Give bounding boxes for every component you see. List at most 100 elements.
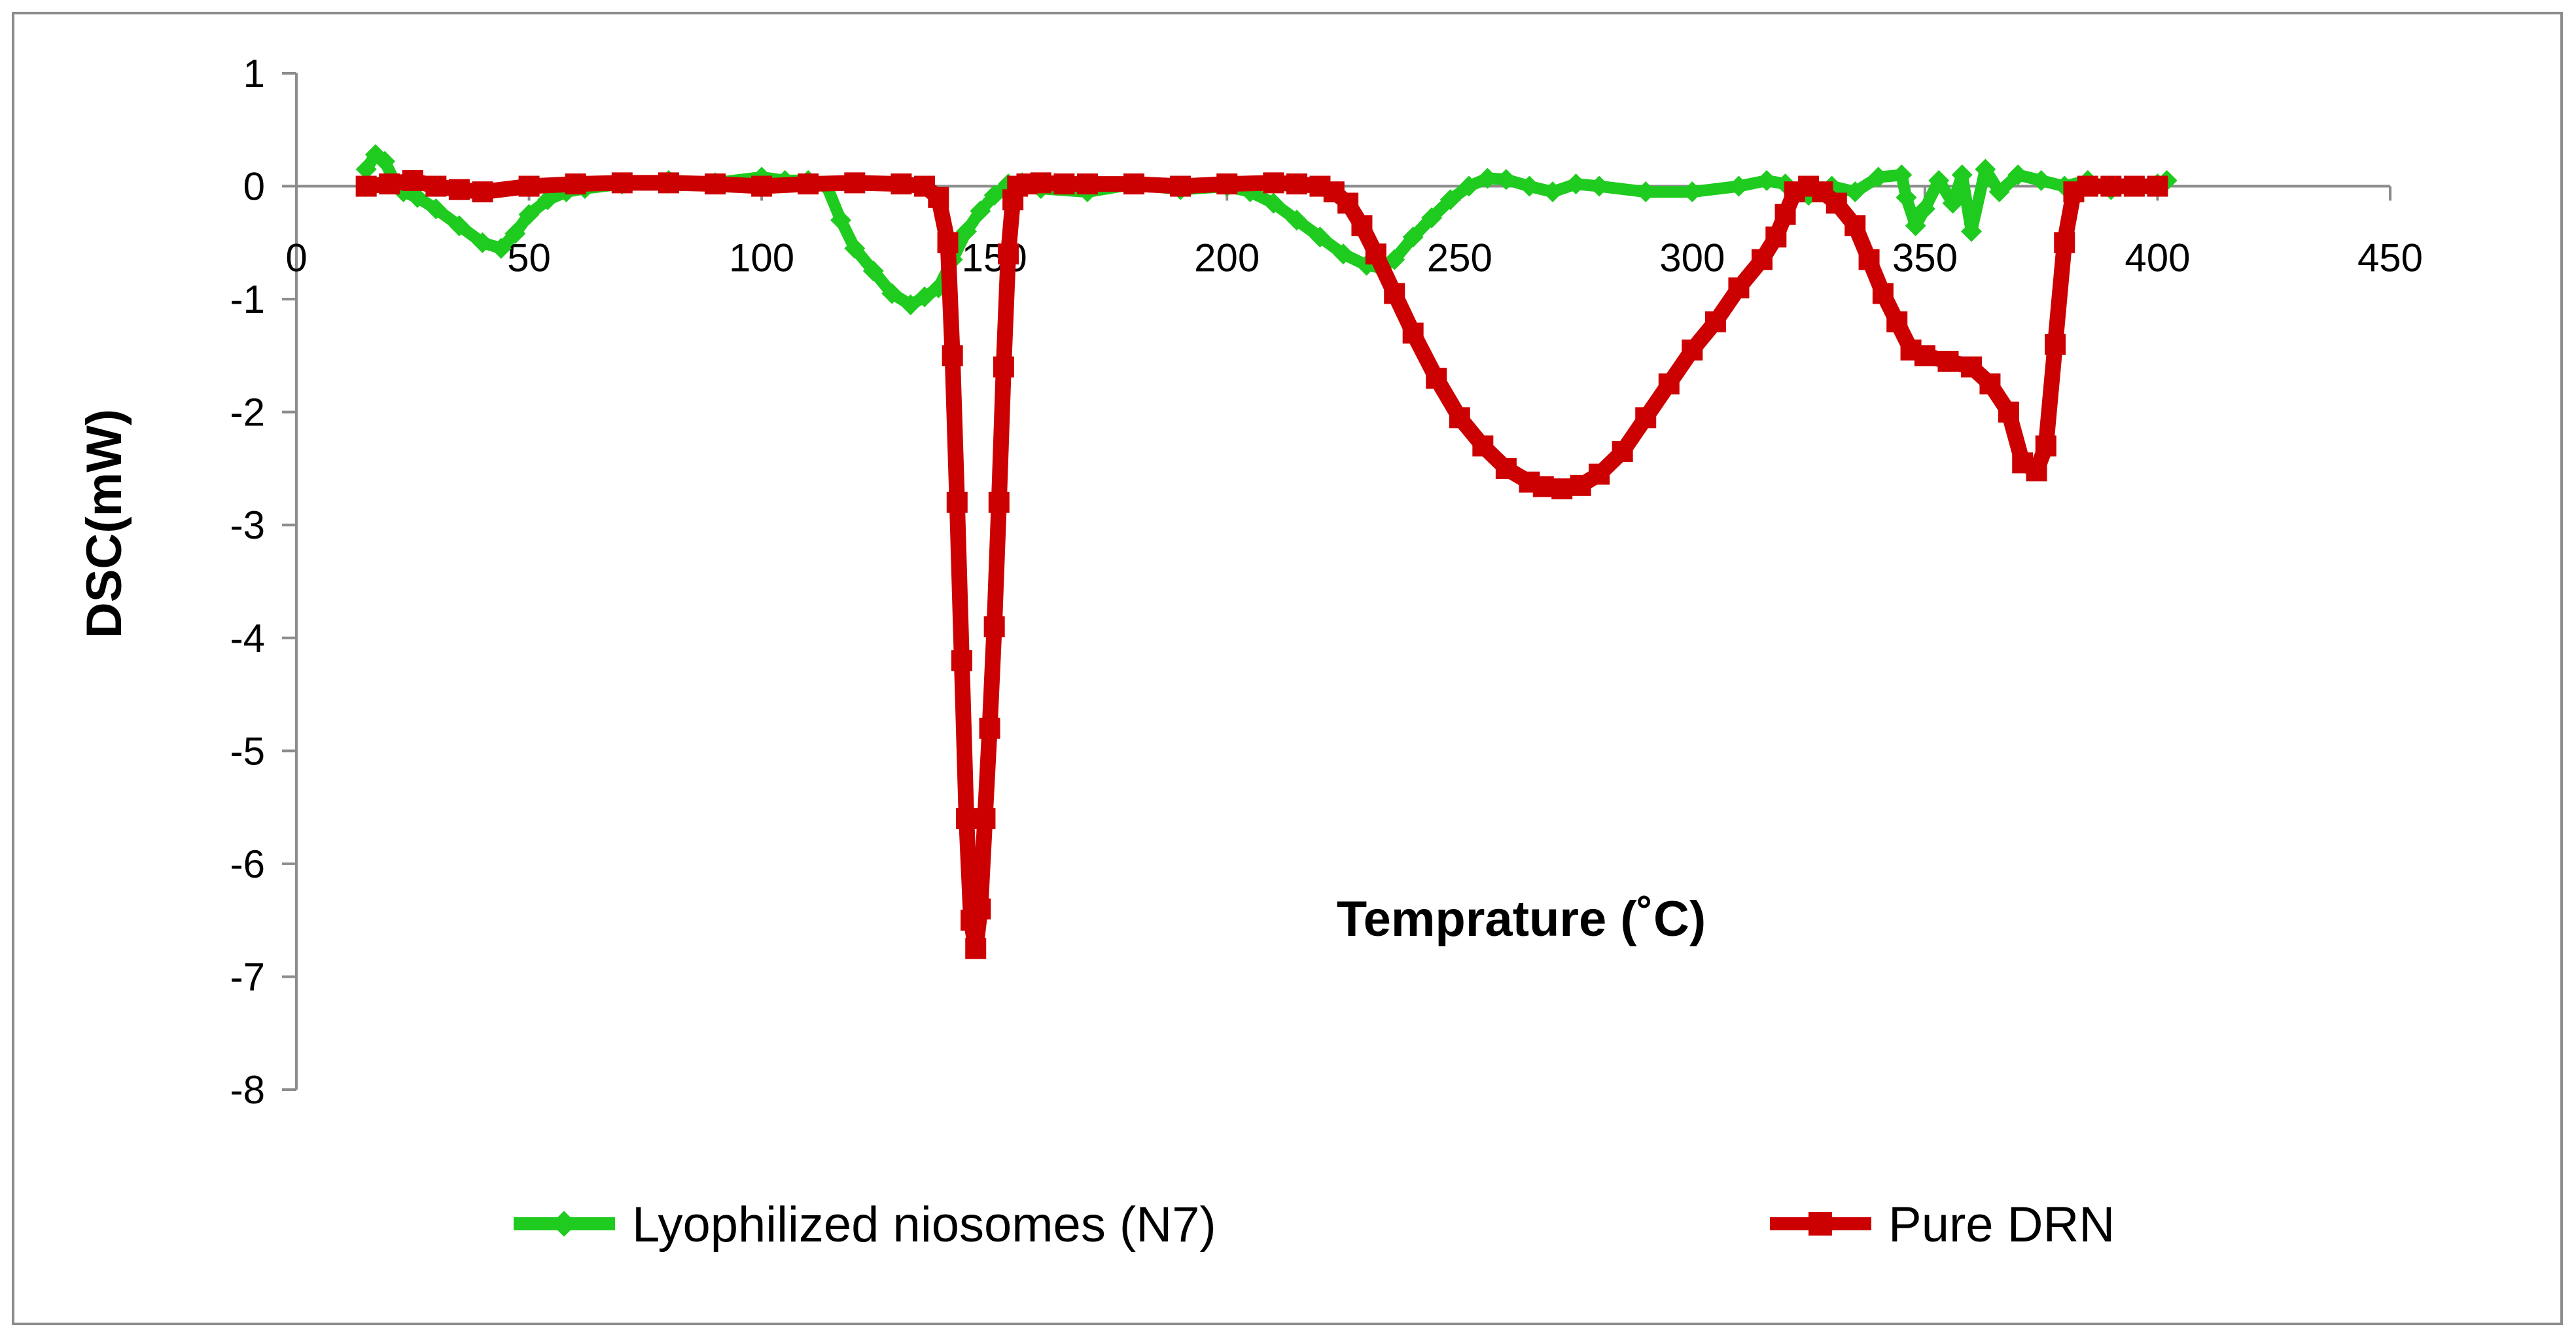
data-point bbox=[1979, 373, 2001, 395]
data-point bbox=[1961, 221, 1982, 242]
data-point bbox=[1263, 172, 1284, 194]
data-point bbox=[2077, 175, 2098, 197]
data-point bbox=[2030, 169, 2052, 191]
data-point bbox=[472, 232, 493, 253]
data-point bbox=[998, 243, 1019, 265]
data-point bbox=[956, 808, 977, 829]
data-point bbox=[844, 172, 866, 194]
data-point bbox=[1942, 192, 1964, 214]
data-point bbox=[2026, 460, 2047, 482]
data-point bbox=[355, 175, 377, 197]
data-point bbox=[891, 173, 912, 195]
data-point bbox=[565, 173, 586, 195]
data-point bbox=[355, 158, 377, 180]
data-point bbox=[1765, 226, 1787, 248]
data-point bbox=[2054, 232, 2075, 253]
data-point bbox=[705, 173, 726, 195]
data-point bbox=[1263, 192, 1284, 214]
data-point bbox=[1914, 198, 1935, 220]
data-point bbox=[983, 616, 1005, 637]
data-point bbox=[1774, 204, 1796, 225]
data-point bbox=[472, 181, 493, 203]
data-point bbox=[1402, 226, 1424, 248]
data-point bbox=[1519, 175, 1540, 197]
data-point bbox=[830, 209, 851, 231]
y-tick-label: -1 bbox=[230, 277, 265, 321]
data-point bbox=[1365, 243, 1386, 265]
data-point bbox=[1053, 173, 1075, 195]
x-tick-label: 0 bbox=[285, 236, 307, 280]
data-point bbox=[1030, 172, 1051, 194]
data-point bbox=[1170, 175, 1191, 197]
data-point bbox=[1551, 478, 1573, 500]
data-point bbox=[1858, 249, 1880, 270]
y-tick-label: -6 bbox=[230, 842, 265, 886]
data-point bbox=[1532, 476, 1554, 497]
data-point bbox=[1612, 441, 1633, 463]
data-point bbox=[2123, 175, 2145, 197]
data-point bbox=[1728, 175, 1750, 197]
data-point bbox=[1286, 173, 1307, 195]
data-point bbox=[988, 491, 1010, 513]
data-point bbox=[970, 898, 991, 919]
data-point bbox=[1123, 173, 1144, 195]
data-point bbox=[658, 172, 679, 194]
y-tick-label: -2 bbox=[230, 391, 265, 435]
data-point bbox=[1896, 187, 1917, 208]
data-point bbox=[1495, 169, 1517, 190]
data-point bbox=[2045, 334, 2066, 355]
x-tick-label: 350 bbox=[1892, 236, 1958, 280]
data-point bbox=[965, 938, 987, 959]
data-point bbox=[1286, 209, 1307, 231]
data-point bbox=[425, 198, 447, 220]
data-point bbox=[1756, 169, 1778, 191]
data-point bbox=[862, 260, 884, 281]
data-point bbox=[1998, 401, 2019, 423]
data-point bbox=[937, 232, 959, 253]
data-point bbox=[1402, 322, 1424, 344]
data-point bbox=[1076, 173, 1098, 195]
data-point bbox=[537, 189, 558, 211]
data-point bbox=[448, 179, 470, 200]
data-point bbox=[1472, 435, 1494, 457]
data-point bbox=[518, 204, 540, 225]
data-point bbox=[1635, 181, 1657, 203]
data-point bbox=[914, 286, 935, 308]
data-point bbox=[1384, 283, 1405, 304]
x-tick-label: 200 bbox=[1194, 236, 1260, 280]
data-point bbox=[1658, 373, 1680, 395]
data-point bbox=[406, 187, 428, 208]
x-axis-title: Temprature (˚C) bbox=[1337, 891, 1706, 947]
data-point bbox=[1216, 173, 1238, 195]
data-point bbox=[1905, 215, 1926, 236]
data-point bbox=[1426, 367, 1447, 389]
data-point bbox=[1988, 181, 2010, 203]
legend: Lyophilized niosomes (N7) Pure DRN bbox=[514, 1197, 2115, 1253]
data-point bbox=[1826, 192, 1847, 214]
data-point bbox=[1886, 311, 1908, 332]
data-point bbox=[1891, 164, 1913, 186]
data-point bbox=[504, 223, 526, 245]
data-point bbox=[1477, 168, 1498, 189]
data-point bbox=[881, 283, 903, 304]
data-point bbox=[1961, 356, 1982, 378]
y-tick-label: -3 bbox=[230, 503, 265, 547]
data-point bbox=[379, 173, 400, 195]
data-point bbox=[518, 175, 540, 197]
data-point bbox=[490, 238, 512, 259]
data-point bbox=[751, 175, 773, 197]
data-point bbox=[611, 172, 633, 194]
data-point bbox=[2147, 175, 2168, 197]
data-point bbox=[1704, 311, 1726, 332]
data-point bbox=[1495, 457, 1517, 479]
data-point bbox=[993, 356, 1014, 378]
data-point bbox=[402, 169, 423, 191]
data-point bbox=[974, 808, 996, 829]
x-tick-label: 400 bbox=[2125, 236, 2190, 280]
data-point bbox=[1589, 463, 1610, 485]
data-point bbox=[1951, 164, 1973, 186]
y-tick-label: -8 bbox=[230, 1068, 265, 1112]
series-layer bbox=[355, 144, 2178, 959]
